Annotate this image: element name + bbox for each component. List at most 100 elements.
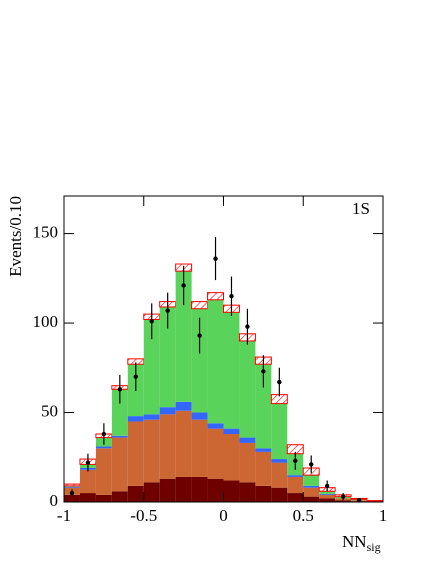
histogram-bar <box>271 403 288 460</box>
data-point <box>261 369 266 374</box>
plot-area <box>63 263 384 502</box>
histogram-bar <box>175 410 192 477</box>
histogram-bar <box>207 478 224 502</box>
histogram-bar <box>271 459 288 463</box>
data-point <box>69 490 75 496</box>
histogram-bar <box>191 419 208 477</box>
y-axis-label: Events/0.10 <box>6 196 25 277</box>
histogram-bar <box>191 476 208 502</box>
histogram-bar <box>319 491 336 494</box>
data-point <box>149 319 154 324</box>
x-axis-label: NNsig <box>342 532 381 554</box>
uncertainty-band <box>366 500 384 502</box>
histogram-bar <box>303 485 320 488</box>
data-point <box>356 498 362 503</box>
y-tick-label: 0 <box>50 491 59 510</box>
histogram-bar <box>303 487 320 497</box>
histogram-bar <box>143 482 160 502</box>
histogram-bar <box>79 493 96 502</box>
data-point <box>309 462 314 467</box>
histogram-bar <box>239 340 256 438</box>
histogram-bar <box>271 462 288 488</box>
data-point <box>277 379 282 385</box>
histogram-bar <box>159 407 176 415</box>
histogram-bar <box>191 308 208 413</box>
histogram-bar <box>255 364 272 449</box>
y-tick-label: 50 <box>41 401 58 420</box>
histogram-bar <box>223 428 240 434</box>
data-point <box>229 294 234 299</box>
x-tick-label: 0.5 <box>293 506 314 525</box>
histogram-bar <box>64 486 80 488</box>
data-point <box>117 387 123 392</box>
x-tick-label: -0.5 <box>130 506 157 525</box>
histogram-bar <box>303 496 320 502</box>
histogram-bar <box>95 494 112 502</box>
histogram-bar <box>223 312 240 429</box>
histogram-bar <box>239 482 256 502</box>
data-point <box>340 494 346 499</box>
histogram-bar <box>303 475 320 486</box>
histogram-bar <box>111 435 128 438</box>
histogram-bar <box>255 448 272 452</box>
data-point <box>197 333 202 338</box>
uncertainty-band <box>207 292 225 301</box>
y-tick-label: 150 <box>33 222 59 241</box>
uncertainty-band <box>191 301 209 310</box>
data-point <box>133 374 138 379</box>
histogram-bar <box>255 485 272 502</box>
histogram-bar <box>64 494 80 502</box>
histogram-bar <box>159 306 176 408</box>
data-point <box>181 283 186 288</box>
histogram-bar <box>319 494 336 499</box>
histogram-bar <box>207 423 224 429</box>
histogram-bar <box>127 416 144 422</box>
x-tick-label: 0 <box>219 506 228 525</box>
histogram-bar <box>271 487 288 502</box>
histogram-bar <box>159 478 176 502</box>
histogram-bar <box>143 414 160 420</box>
histogram-bar <box>207 428 224 479</box>
histogram-bar <box>207 299 224 424</box>
data-point <box>324 483 330 489</box>
data-point <box>245 324 250 329</box>
histogram-bar <box>255 451 272 486</box>
y-tick-label: 100 <box>33 312 59 331</box>
histogram-bar <box>111 389 128 436</box>
histogram-bar <box>239 442 256 483</box>
panel-label: 1S <box>352 199 370 218</box>
histogram-bar <box>159 414 176 479</box>
x-tick-label: -1 <box>57 506 71 525</box>
histogram-bar <box>127 421 144 486</box>
data-point <box>293 458 298 464</box>
x-axis-label-main: NN <box>342 532 367 551</box>
histogram-bar <box>95 446 112 449</box>
histogram-bar <box>287 476 304 494</box>
histogram-bar <box>143 419 160 483</box>
histogram-bar <box>79 469 96 494</box>
histogram-bar <box>223 434 240 481</box>
data-point <box>165 308 170 313</box>
histogram-bar <box>319 493 336 495</box>
data-point <box>85 460 91 465</box>
histogram-bar <box>111 491 128 502</box>
histogram-bar <box>175 476 192 502</box>
histogram-bar <box>127 485 144 502</box>
x-tick-label: 1 <box>379 506 388 525</box>
histogram-bar <box>191 412 208 420</box>
x-axis-label-subscript: sig <box>367 540 381 554</box>
histogram-bar <box>287 475 304 477</box>
histogram-bar <box>175 401 192 411</box>
histogram-bar <box>111 437 128 492</box>
histogram-bar <box>175 271 192 402</box>
histogram-bar <box>335 500 352 502</box>
data-point <box>101 431 107 437</box>
histogram-bar <box>287 493 304 502</box>
data-point <box>213 256 218 261</box>
uncertainty-band <box>63 483 81 487</box>
histogram-bar <box>239 437 256 443</box>
histogram-bar <box>95 448 112 495</box>
histogram-bar <box>223 480 240 502</box>
